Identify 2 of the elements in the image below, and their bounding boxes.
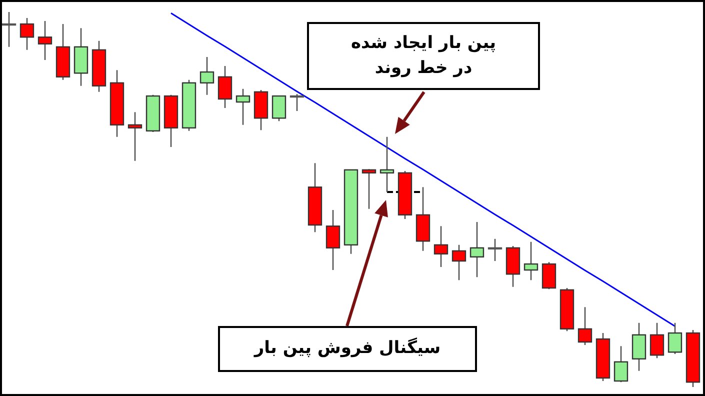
annotation: سیگنال فروش پین بار [254,336,441,360]
annotation: پین بار ایجاد شده در خط روند [350,32,498,80]
